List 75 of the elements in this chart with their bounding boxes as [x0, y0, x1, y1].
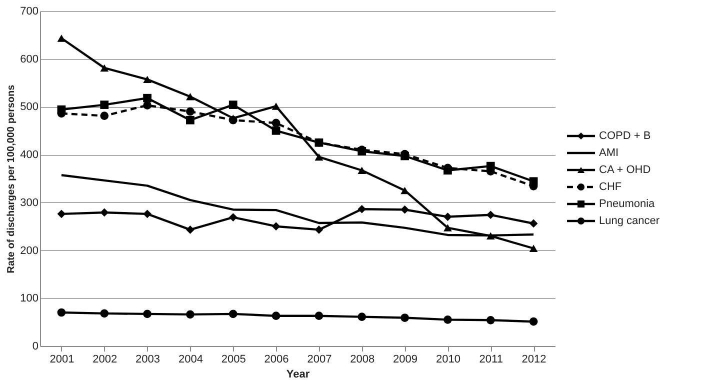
point	[358, 204, 366, 214]
x-tick-label: 2006	[264, 354, 289, 366]
legend-label: CA + OHD	[599, 164, 651, 176]
point	[143, 210, 152, 218]
point	[314, 138, 324, 147]
point	[186, 226, 194, 234]
point	[529, 244, 538, 252]
point	[272, 126, 280, 135]
point	[143, 76, 152, 84]
y-axis-title: Rate of discharges per 100,000 persons	[6, 84, 18, 274]
x-tick-label: 2010	[436, 354, 460, 366]
point	[272, 102, 280, 110]
point	[486, 162, 495, 170]
y-tick-label: 300	[20, 196, 38, 209]
point	[186, 116, 194, 124]
point	[529, 177, 538, 186]
point	[358, 166, 366, 174]
point	[444, 212, 452, 221]
point	[57, 210, 66, 218]
y-tick-label: 500	[20, 101, 38, 114]
point	[529, 219, 538, 228]
point	[186, 310, 194, 319]
point	[100, 309, 109, 318]
x-tick-label: 2005	[221, 354, 246, 366]
point	[486, 316, 495, 324]
point	[358, 312, 366, 321]
point	[228, 213, 238, 222]
point	[228, 310, 238, 318]
point	[529, 317, 538, 326]
point	[400, 205, 409, 214]
y-tick-label: 400	[20, 149, 38, 162]
point	[57, 308, 66, 317]
x-tick-label: 2001	[50, 354, 74, 366]
point	[444, 316, 452, 324]
x-tick-label: 2011	[479, 354, 503, 366]
legend-label: COPD + B	[599, 130, 651, 142]
point	[444, 224, 452, 232]
point	[100, 64, 109, 72]
point	[100, 100, 109, 109]
point	[228, 116, 238, 124]
point	[143, 310, 152, 318]
y-tick-label: 700	[20, 6, 38, 18]
legend-label: Pneumonia	[599, 198, 656, 210]
y-tick-label: 0	[32, 340, 38, 352]
y-tick-label: 200	[20, 244, 38, 257]
x-tick-label: 2009	[393, 354, 418, 366]
point	[272, 222, 280, 231]
point	[444, 166, 452, 175]
point	[272, 312, 280, 320]
point	[400, 314, 409, 322]
point	[186, 93, 194, 100]
point	[228, 100, 238, 109]
point	[314, 153, 324, 161]
legend-label: CHF	[599, 181, 622, 193]
legend-label: Lung cancer	[599, 215, 660, 227]
point	[186, 107, 194, 116]
point	[314, 226, 324, 234]
point	[314, 312, 324, 320]
point	[57, 105, 66, 114]
point	[272, 118, 280, 128]
point	[57, 34, 66, 42]
y-tick-label: 600	[20, 53, 38, 66]
x-tick-label: 2003	[136, 354, 160, 366]
x-tick-label: 2012	[522, 354, 546, 366]
legend-label: AMI	[599, 147, 619, 159]
x-tick-label: 2002	[92, 354, 118, 366]
y-tick-label: 100	[20, 292, 38, 305]
point	[100, 112, 109, 120]
x-tick-label: 2007	[307, 354, 332, 366]
point	[486, 210, 495, 220]
x-tick-label: 2004	[178, 354, 203, 366]
x-tick-label: 2008	[350, 354, 375, 366]
x-axis-title: Year	[286, 368, 310, 380]
point	[400, 186, 409, 194]
point	[143, 94, 152, 102]
